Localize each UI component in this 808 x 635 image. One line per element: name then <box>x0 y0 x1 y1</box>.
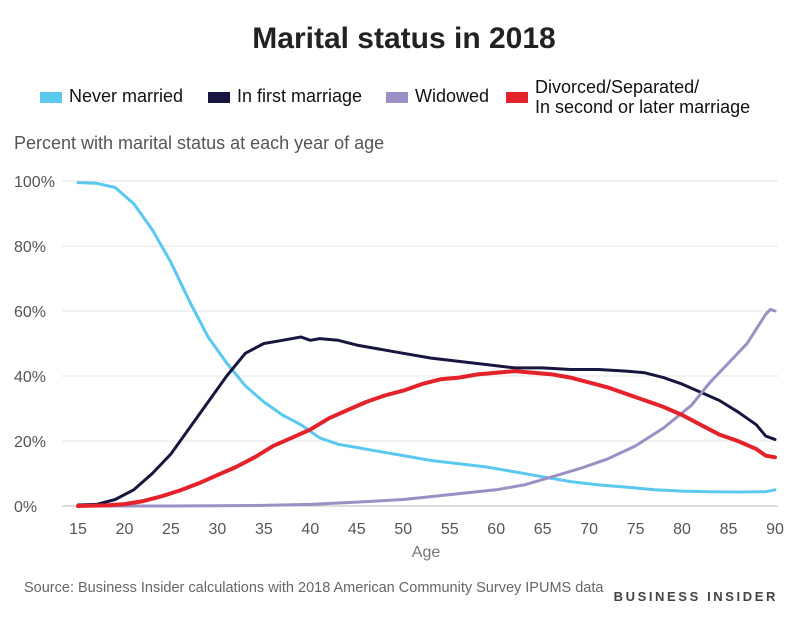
x-axis-label: Age <box>412 544 441 561</box>
y-tick-label: 0% <box>14 499 37 516</box>
x-tick-label: 60 <box>487 521 505 538</box>
series-lines <box>76 181 777 508</box>
y-axis: 0% 20% 40% 60% 80% 100% <box>14 174 55 516</box>
brand-logo: BUSINESS INSIDER <box>613 589 778 604</box>
legend-label: Divorced/Separated/ In second or later m… <box>535 77 751 117</box>
x-tick-label: 80 <box>673 521 691 538</box>
legend-label: Never married <box>69 86 184 106</box>
series-line <box>76 335 777 507</box>
series-line <box>76 369 777 508</box>
x-tick-label: 25 <box>162 521 180 538</box>
x-tick-label: 30 <box>209 521 227 538</box>
y-tick-label: 40% <box>14 369 46 386</box>
legend-item-widowed: Widowed <box>386 86 489 106</box>
y-tick-label: 100% <box>14 174 55 191</box>
legend-swatch <box>386 92 408 103</box>
legend-swatch <box>506 92 528 103</box>
legend-swatch <box>40 92 62 103</box>
x-tick-label: 90 <box>766 521 784 538</box>
legend-item-divorced: Divorced/Separated/ In second or later m… <box>506 77 750 117</box>
chart-subtitle: Percent with marital status at each year… <box>14 133 385 153</box>
chart-title: Marital status in 2018 <box>252 22 556 55</box>
series-line <box>76 181 777 494</box>
x-tick-label: 50 <box>394 521 412 538</box>
x-tick-label: 85 <box>720 521 738 538</box>
x-tick-label: 40 <box>301 521 319 538</box>
y-tick-label: 80% <box>14 239 46 256</box>
x-tick-label: 20 <box>116 521 134 538</box>
legend-label: Widowed <box>415 86 490 106</box>
x-tick-label: 15 <box>69 521 87 538</box>
legend-swatch <box>208 92 230 103</box>
x-tick-label: 45 <box>348 521 366 538</box>
y-tick-label: 20% <box>14 434 46 451</box>
source-note: Source: Business Insider calculations wi… <box>24 580 604 596</box>
series-line <box>76 307 777 508</box>
legend-item-never-married: Never married <box>40 86 183 106</box>
x-tick-label: 70 <box>580 521 598 538</box>
x-tick-label: 55 <box>441 521 459 538</box>
x-axis: 15 20 25 30 35 40 45 50 55 60 65 70 75 80 85 90 <box>69 521 784 538</box>
x-tick-label: 75 <box>627 521 645 538</box>
legend: Never married In first marriage Widowed … <box>40 77 780 122</box>
x-tick-label: 35 <box>255 521 273 538</box>
legend-item-first-marriage: In first marriage <box>208 86 362 106</box>
legend-label: In first marriage <box>237 86 363 106</box>
y-tick-label: 60% <box>14 304 46 321</box>
x-tick-label: 65 <box>534 521 552 538</box>
